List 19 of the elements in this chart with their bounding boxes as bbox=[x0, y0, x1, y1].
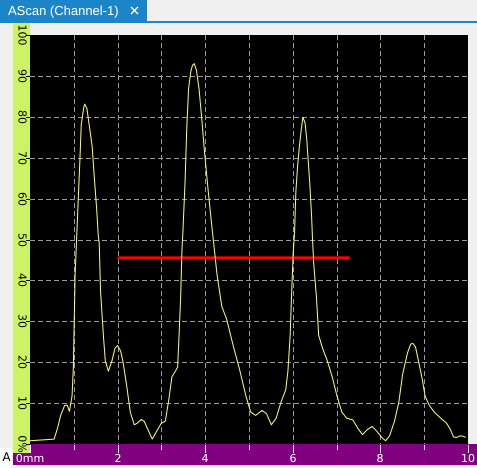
text: A bbox=[2, 450, 12, 464]
x-tick-label: 6 bbox=[290, 452, 296, 465]
y-tick-label: 90 bbox=[16, 69, 29, 83]
y-tick-label: 0% bbox=[16, 435, 29, 453]
x-tick-label: 4 bbox=[202, 452, 208, 465]
y-tick-label: 60 bbox=[16, 192, 29, 206]
y-tick-label: 50 bbox=[16, 233, 29, 247]
y-tick-label: 40 bbox=[16, 273, 29, 287]
y-tick-label: 100 bbox=[16, 24, 29, 46]
x-tick-label: 0mm bbox=[16, 452, 44, 465]
y-tick-label: 10 bbox=[16, 396, 29, 410]
y-tick-label: 70 bbox=[16, 151, 29, 165]
chart-title: AScan (Channel-1) bbox=[8, 3, 119, 18]
y-tick-label: 20 bbox=[16, 355, 29, 369]
x-tick-label: 10 bbox=[461, 452, 475, 465]
x-tick-label: 8 bbox=[376, 452, 384, 465]
y-tick-label: 30 bbox=[16, 314, 29, 328]
y-tick-label: 80 bbox=[16, 110, 29, 124]
x-tick-label: 2 bbox=[114, 452, 122, 465]
